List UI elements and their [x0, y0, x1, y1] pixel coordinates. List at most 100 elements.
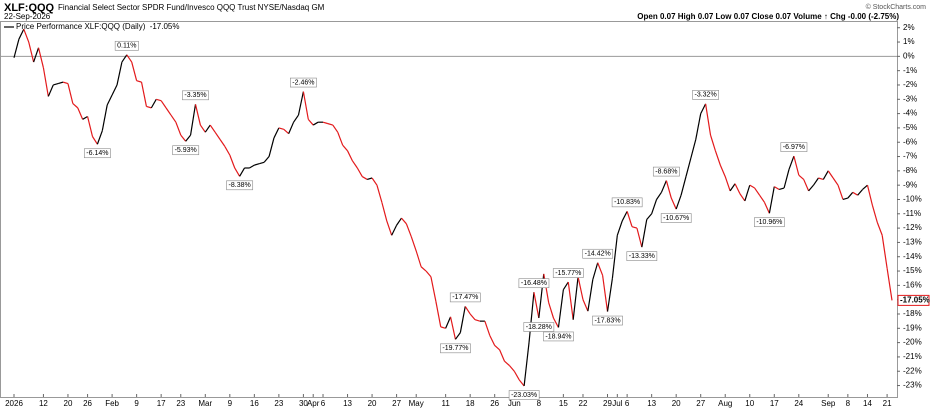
x-tick-label: 14 [863, 399, 872, 408]
x-tick-label: 15 [559, 399, 568, 408]
line-segment [96, 130, 103, 145]
line-segment [165, 107, 172, 116]
line-segment [709, 134, 716, 151]
value-label: -18.94% [545, 333, 571, 340]
value-label-box [508, 390, 540, 400]
line-segment [587, 279, 594, 312]
y-tick-label: -7% [903, 152, 917, 161]
line-segment [621, 211, 628, 222]
plot-frame [0, 21, 898, 398]
x-tick-label: Sep [821, 399, 836, 408]
line-segment [763, 202, 770, 214]
line-segment [553, 317, 559, 328]
value-label-box [692, 90, 720, 100]
line-segment [680, 176, 687, 196]
x-tick-label: 23 [176, 399, 185, 408]
line-segment [548, 302, 555, 319]
line-segment [822, 170, 829, 180]
legend-label: Price Performance XLF:QQQ (Daily) [16, 22, 146, 31]
y-tick-label: -18% [903, 309, 922, 318]
line-segment [611, 235, 618, 279]
x-tick-label: 16 [250, 399, 259, 408]
line-segment [739, 193, 746, 202]
line-segment [837, 184, 844, 200]
x-tick-label: Jun [508, 399, 521, 408]
line-segment [513, 370, 520, 381]
x-tick-label: 26 [490, 399, 499, 408]
value-label-box [83, 148, 111, 159]
y-tick-label: -10% [903, 195, 922, 204]
line-segment [847, 191, 854, 199]
line-segment [420, 266, 427, 272]
x-tick-label: 9 [228, 399, 233, 408]
y-tick-label: -21% [903, 352, 922, 361]
value-label-box [290, 77, 317, 88]
line-segment [842, 197, 849, 201]
line-segment [714, 150, 721, 166]
line-segment [675, 194, 682, 210]
line-segment [832, 177, 839, 186]
line-segment [857, 189, 864, 196]
value-label: -17.47% [452, 294, 478, 301]
line-segment [773, 186, 780, 190]
value-label-box [592, 315, 623, 326]
y-tick-label: -1% [903, 66, 917, 75]
line-segment [224, 146, 231, 156]
value-label: -18.28% [526, 324, 552, 331]
x-tick-label: 8 [537, 399, 542, 408]
y-tick-label: -3% [903, 94, 917, 103]
line-segment [557, 289, 564, 328]
line-segment [405, 223, 412, 237]
line-segment [862, 184, 868, 190]
line-segment [469, 313, 476, 321]
x-tick-label: 2026 [5, 399, 23, 408]
x-tick-label: 23 [274, 399, 283, 408]
x-tick-label: 18 [466, 399, 475, 408]
line-segment [656, 191, 662, 200]
line-segment [744, 184, 751, 202]
value-label: -10.83% [614, 199, 640, 206]
line-segment [194, 104, 201, 126]
line-segment [719, 164, 726, 177]
x-tick-label: 11 [441, 399, 450, 408]
x-tick-label: 17 [770, 399, 779, 408]
line-segment [101, 104, 108, 131]
line-segment [606, 278, 614, 312]
value-label-box [114, 40, 139, 51]
x-tick-label: 27 [392, 399, 401, 408]
value-label: -3.32% [695, 92, 717, 99]
line-segment [204, 124, 211, 133]
line-segment [803, 179, 810, 192]
value-label: -19.77% [442, 345, 468, 352]
line-segment [626, 211, 633, 227]
line-segment [28, 41, 35, 63]
line-segment [366, 177, 373, 181]
line-segment [170, 114, 177, 123]
chart-title: XLF:QQQ [4, 2, 55, 14]
line-segment [518, 379, 525, 387]
line-segment [616, 220, 623, 236]
quote: Open 0.07 High 0.07 Low 0.07 Close 0.07 … [637, 12, 899, 21]
x-tick-label: Aug [718, 399, 732, 408]
line-segment [484, 320, 491, 336]
y-tick-label: -15% [903, 266, 922, 275]
line-segment [724, 176, 731, 192]
line-segment [494, 345, 500, 351]
line-segment [871, 205, 878, 223]
line-segment [866, 185, 873, 206]
line-segment [749, 184, 755, 189]
line-segment [798, 174, 805, 180]
line-segment [13, 39, 20, 58]
x-tick-label: 24 [794, 399, 803, 408]
line-segment [876, 222, 883, 236]
x-tick-label: 20 [672, 399, 681, 408]
line-segment [156, 98, 162, 102]
line-segment [562, 281, 569, 290]
line-segment [351, 160, 358, 169]
line-segment [23, 28, 30, 43]
y-tick-label: -13% [903, 238, 922, 247]
x-tick-label: 17 [157, 399, 166, 408]
line-segment [572, 276, 579, 320]
line-segment [229, 154, 236, 169]
